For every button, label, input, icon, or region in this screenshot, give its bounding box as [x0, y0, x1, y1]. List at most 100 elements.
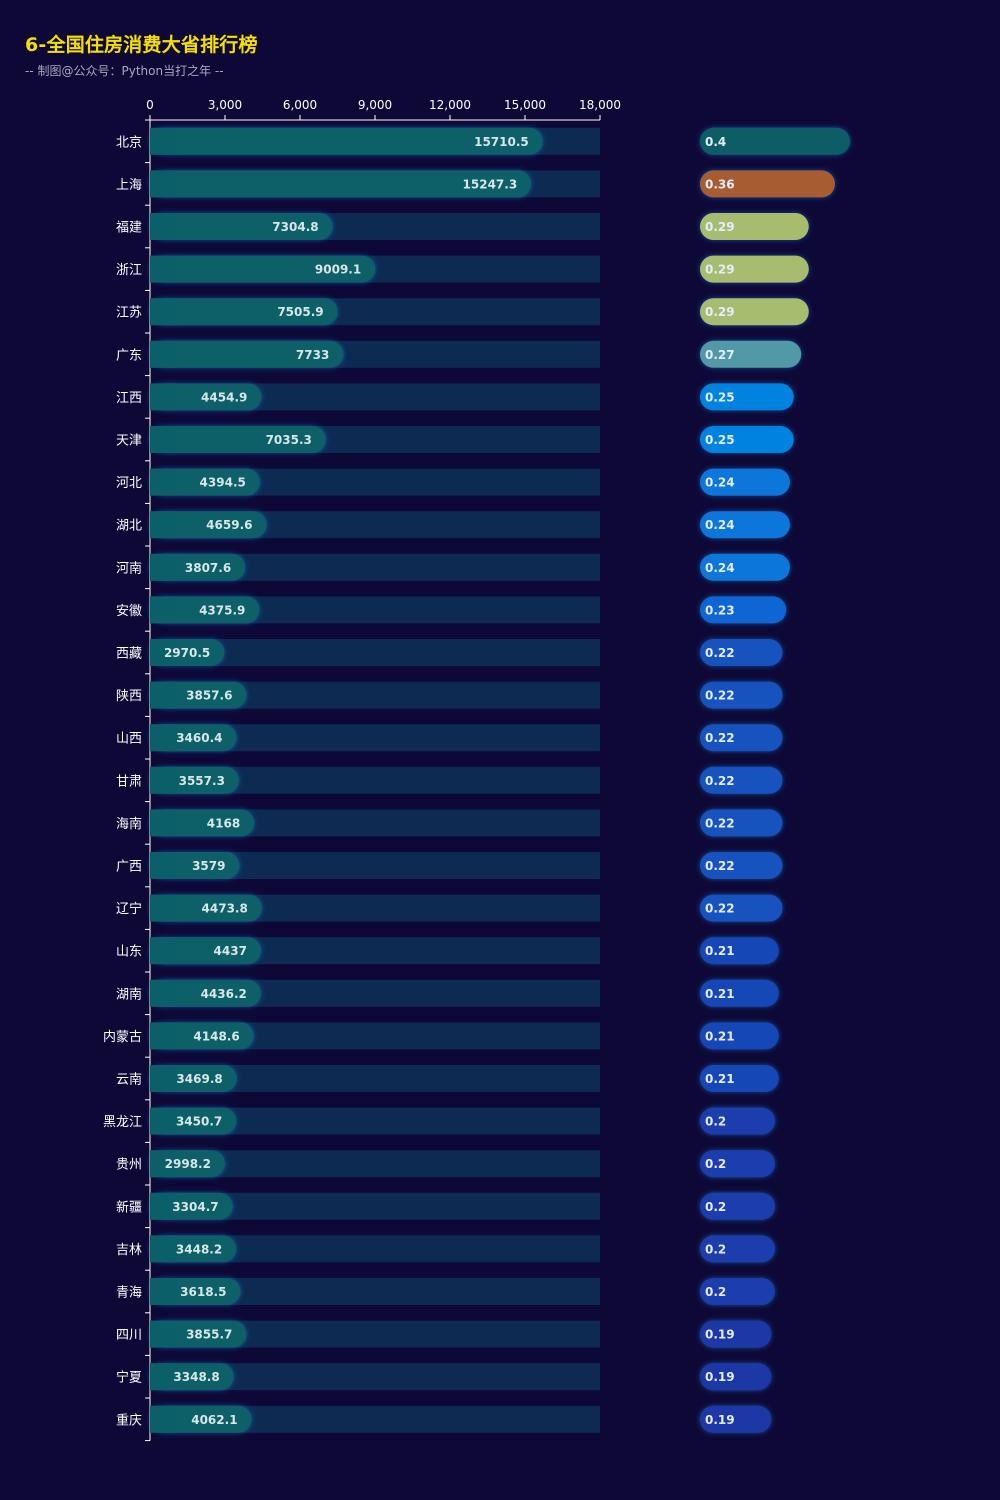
- ratio-label: 0.27: [705, 348, 735, 362]
- category-label: 吉林: [116, 1243, 142, 1258]
- value-bar: [150, 213, 333, 240]
- value-bar: [150, 979, 261, 1007]
- ratio-label: 0.22: [705, 646, 735, 660]
- value-bar-left-edge: [150, 468, 177, 496]
- ratio-bar: [700, 596, 787, 624]
- ratio-bar: [700, 639, 783, 666]
- ratio-bar: [700, 1235, 775, 1263]
- category-label: 辽宁: [116, 901, 142, 917]
- ratio-label: 0.21: [705, 1029, 735, 1043]
- value-label: 3460.4: [176, 731, 222, 745]
- value-label: 4454.9: [201, 390, 247, 404]
- value-label: 3469.8: [176, 1072, 222, 1086]
- value-bar: [150, 596, 260, 624]
- ratio-label: 0.19: [705, 1413, 735, 1427]
- x-tick-label: 12,000: [429, 98, 471, 112]
- category-label: 天津: [116, 434, 142, 449]
- ratio-bar: [700, 852, 783, 879]
- value-label: 3448.2: [176, 1242, 222, 1256]
- value-label: 3557.3: [179, 774, 225, 788]
- value-bar-left-edge: [150, 170, 177, 198]
- value-label: 7733: [296, 348, 329, 362]
- value-label: 7035.3: [266, 433, 312, 447]
- ratio-bar: [700, 511, 790, 539]
- value-bar-left-edge: [150, 127, 177, 155]
- value-bar-left-edge: [150, 894, 177, 922]
- category-label: 陕西: [116, 689, 142, 704]
- category-label: 四川: [116, 1328, 142, 1343]
- category-label: 内蒙古: [103, 1029, 142, 1045]
- category-label: 黑龙江: [103, 1115, 142, 1130]
- ratio-bar: [700, 766, 783, 794]
- value-bar: [150, 255, 376, 283]
- category-label: 重庆: [116, 1412, 142, 1428]
- ratio-label: 0.2: [705, 1200, 726, 1214]
- value-bar-left-edge: [150, 1405, 177, 1433]
- value-label: 4436.2: [201, 987, 247, 1001]
- value-label: 2998.2: [165, 1157, 211, 1171]
- value-bar-left-edge: [150, 766, 177, 794]
- ratio-bar: [700, 724, 783, 752]
- category-label: 西藏: [116, 647, 142, 662]
- value-bar: [150, 298, 338, 326]
- value-bar-left-edge: [150, 639, 177, 666]
- value-label: 2970.5: [164, 646, 210, 660]
- category-label: 江苏: [116, 305, 142, 321]
- value-label: 3807.6: [185, 561, 231, 575]
- bar-background: [150, 639, 600, 666]
- ratio-bar: [700, 340, 802, 368]
- ratio-label: 0.24: [705, 476, 735, 490]
- category-label: 甘肃: [116, 774, 142, 789]
- value-bar-left-edge: [150, 979, 177, 1007]
- value-bar: [150, 127, 543, 155]
- ratio-bar: [700, 1363, 772, 1391]
- category-label: 山西: [116, 732, 142, 747]
- ratio-label: 0.22: [705, 816, 735, 830]
- ratio-label: 0.2: [705, 1115, 726, 1129]
- bar-background: [150, 1150, 600, 1178]
- value-label: 4062.1: [191, 1413, 237, 1427]
- ratio-bar: [700, 383, 794, 411]
- value-label: 4437: [214, 944, 247, 958]
- ratio-label: 0.22: [705, 689, 735, 703]
- category-label: 宁夏: [116, 1370, 142, 1386]
- ratio-label: 0.19: [705, 1328, 735, 1342]
- value-bar: [150, 894, 262, 922]
- value-label: 3304.7: [172, 1200, 218, 1214]
- value-bar-left-edge: [150, 1065, 177, 1092]
- chart-subtitle: -- 制图@公众号：Python当打之年 --: [25, 64, 224, 78]
- ratio-label: 0.24: [705, 518, 735, 532]
- value-bar: [150, 468, 260, 496]
- value-label: 3618.5: [180, 1285, 226, 1299]
- value-bar-left-edge: [150, 596, 177, 624]
- value-bar-left-edge: [150, 1107, 177, 1135]
- ratio-bar: [700, 1107, 775, 1135]
- category-label: 河南: [116, 560, 142, 576]
- value-label: 3855.7: [186, 1328, 232, 1342]
- value-label: 4659.6: [206, 518, 252, 532]
- ratio-label: 0.21: [705, 944, 735, 958]
- category-label: 云南: [116, 1072, 142, 1088]
- ratio-label: 0.2: [705, 1157, 726, 1171]
- ratio-label: 0.24: [705, 561, 735, 575]
- value-bar-left-edge: [150, 1192, 177, 1220]
- value-bar-left-edge: [150, 426, 177, 453]
- x-tick-label: 0: [146, 98, 154, 112]
- ratio-bar: [700, 937, 779, 965]
- ratio-label: 0.22: [705, 774, 735, 788]
- value-label: 4473.8: [202, 902, 248, 916]
- category-label: 北京: [116, 135, 142, 150]
- ratio-bar: [700, 468, 790, 496]
- x-tick-label: 3,000: [208, 98, 242, 112]
- x-tick-label: 6,000: [283, 98, 317, 112]
- value-bar-left-edge: [150, 553, 177, 581]
- category-label: 安徽: [116, 604, 142, 619]
- ratio-label: 0.25: [705, 433, 735, 447]
- value-label: 4394.5: [200, 476, 246, 490]
- ratio-bar: [700, 1022, 779, 1050]
- value-bar-left-edge: [150, 1235, 177, 1263]
- ratio-bar: [700, 894, 783, 922]
- ratio-label: 0.4: [705, 135, 726, 149]
- ratio-label: 0.19: [705, 1370, 735, 1384]
